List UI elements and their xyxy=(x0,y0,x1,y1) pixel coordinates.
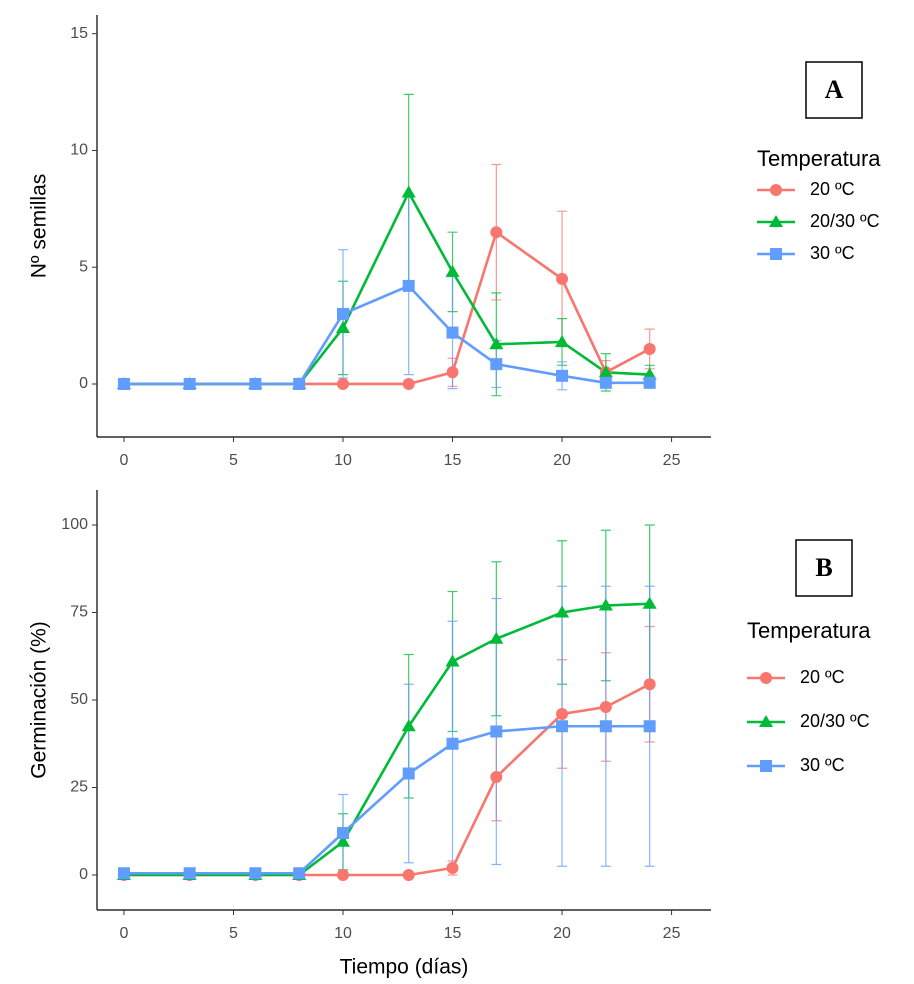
series-line xyxy=(123,724,650,875)
marker xyxy=(598,598,613,611)
legend-label: 20/30 ºC xyxy=(800,711,870,731)
x-tick-label: 10 xyxy=(334,452,352,469)
legend-title: Temperatura xyxy=(747,618,871,643)
marker xyxy=(490,771,503,783)
marker xyxy=(183,377,196,390)
marker xyxy=(336,827,349,839)
marker xyxy=(336,307,349,320)
y-axis-title: Nº semillas xyxy=(28,174,51,279)
marker xyxy=(490,226,503,239)
marker xyxy=(336,869,349,881)
marker xyxy=(293,377,306,390)
series-line xyxy=(123,602,650,877)
x-tick-label: 20 xyxy=(553,452,571,469)
x-tick-label: 0 xyxy=(119,925,128,942)
legend-marker xyxy=(769,215,783,227)
marker xyxy=(599,376,612,389)
marker xyxy=(598,365,613,378)
marker xyxy=(643,678,656,691)
annotation-box xyxy=(795,539,853,597)
marker xyxy=(402,869,415,881)
y-tick-label: 10 xyxy=(70,142,88,159)
marker xyxy=(336,377,349,390)
marker xyxy=(183,867,196,880)
marker xyxy=(401,719,416,732)
y-tick-label: 25 xyxy=(70,779,88,796)
annotation: B xyxy=(815,553,832,582)
marker xyxy=(489,631,504,644)
marker xyxy=(489,337,504,350)
legend-label: 20 ºC xyxy=(800,667,845,687)
marker xyxy=(599,720,612,733)
annotation: A xyxy=(825,75,844,104)
marker xyxy=(117,867,130,880)
marker xyxy=(446,737,459,750)
marker xyxy=(249,867,262,880)
legend-marker xyxy=(770,248,782,260)
series-line xyxy=(123,189,650,386)
x-tick-label: 15 xyxy=(444,452,462,469)
legend-label: 20/30 ºC xyxy=(810,211,880,231)
y-tick-label: 15 xyxy=(70,25,88,42)
x-tick-label: 0 xyxy=(119,452,128,469)
x-tick-label: 25 xyxy=(663,452,681,469)
legend-label: 30 ºC xyxy=(810,243,855,263)
marker xyxy=(445,264,460,277)
marker xyxy=(555,334,570,347)
marker xyxy=(643,376,656,389)
x-tick-label: 10 xyxy=(334,925,352,942)
legend-marker xyxy=(760,672,772,684)
marker xyxy=(642,596,657,609)
y-tick-label: 5 xyxy=(79,258,88,275)
x-tick-label: 5 xyxy=(229,925,238,942)
y-tick-label: 100 xyxy=(61,516,88,533)
marker xyxy=(643,342,656,355)
x-tick-label: 15 xyxy=(444,925,462,942)
y-tick-label: 0 xyxy=(79,866,88,883)
y-tick-label: 75 xyxy=(70,604,88,621)
legend-title: Temperatura xyxy=(757,146,881,171)
marker xyxy=(446,366,459,379)
marker xyxy=(117,377,130,390)
marker xyxy=(599,701,612,713)
legend-marker xyxy=(770,184,782,196)
y-tick-label: 50 xyxy=(70,691,88,708)
marker xyxy=(642,367,657,380)
x-tick-label: 20 xyxy=(553,925,571,942)
marker xyxy=(401,185,416,198)
marker xyxy=(446,326,459,339)
series-line xyxy=(123,230,651,386)
marker xyxy=(556,272,569,285)
marker xyxy=(445,654,460,667)
marker xyxy=(490,725,503,738)
marker xyxy=(335,834,350,847)
marker xyxy=(556,369,569,382)
marker xyxy=(556,720,569,733)
marker xyxy=(335,320,350,333)
series-line xyxy=(123,683,651,877)
marker xyxy=(643,720,656,733)
marker xyxy=(293,867,306,880)
legend-label: 20 ºC xyxy=(810,179,855,199)
x-tick-label: 5 xyxy=(229,452,238,469)
marker xyxy=(490,358,503,371)
marker xyxy=(556,708,569,720)
marker xyxy=(555,605,570,618)
marker xyxy=(402,377,415,390)
x-tick-label: 25 xyxy=(663,925,681,942)
y-tick-label: 0 xyxy=(79,375,88,392)
marker xyxy=(402,767,415,780)
legend-marker xyxy=(760,760,772,772)
x-axis-title: Tiempo (días) xyxy=(340,956,469,979)
annotation-box xyxy=(805,61,863,119)
marker xyxy=(446,862,459,874)
y-axis-title: Germinación (%) xyxy=(28,621,51,779)
legend-label: 30 ºC xyxy=(800,755,845,775)
marker xyxy=(249,377,262,390)
legend-marker xyxy=(759,715,773,727)
marker xyxy=(402,279,415,292)
